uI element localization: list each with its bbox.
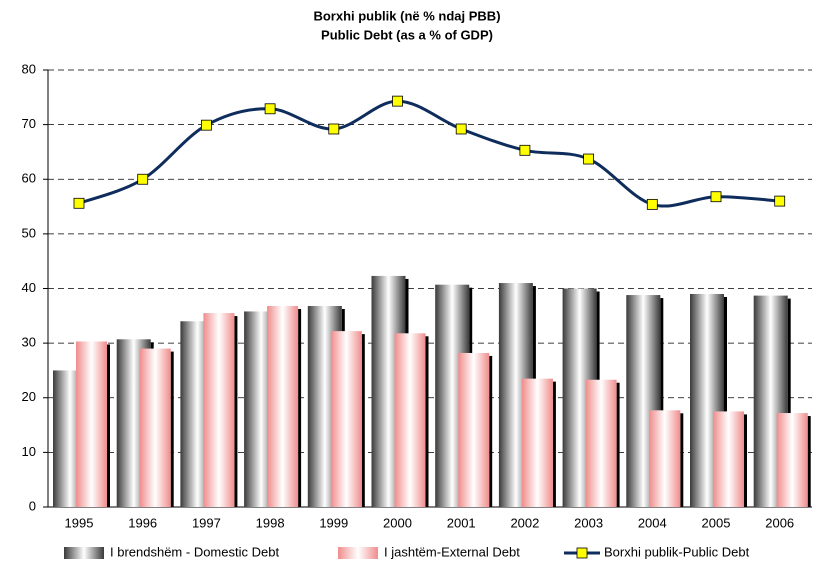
- marker: [774, 195, 786, 207]
- bar: [139, 348, 171, 507]
- chart-subtitle: Public Debt (as a % of GDP): [321, 27, 493, 42]
- marker: [137, 173, 149, 185]
- bar-shadow: [807, 416, 811, 507]
- bar: [776, 413, 808, 507]
- x-tick-label: 1999: [319, 515, 348, 530]
- legend-marker: [576, 547, 588, 559]
- bar: [267, 305, 299, 507]
- marker: [328, 123, 340, 135]
- bar-shadow: [616, 382, 620, 507]
- bar-shadow: [425, 336, 429, 507]
- bar: [458, 352, 490, 507]
- marker: [455, 123, 467, 135]
- x-tick-label: 2002: [510, 515, 539, 530]
- bar-shadow: [298, 308, 302, 507]
- marker: [392, 95, 403, 107]
- chart-title: Borxhi publik (në % ndaj PBB): [313, 8, 500, 23]
- legend-label: I brendshëm - Domestic Debt: [110, 544, 279, 559]
- y-tick-label: 60: [22, 171, 36, 186]
- legend-swatch: [64, 547, 104, 559]
- bar-shadow: [744, 414, 747, 507]
- x-tick-label: 2006: [765, 515, 794, 530]
- bar: [394, 333, 426, 507]
- bar-shadow: [724, 296, 727, 507]
- y-tick-label: 50: [22, 225, 36, 240]
- y-tick-label: 70: [22, 116, 36, 131]
- bar: [203, 313, 235, 507]
- x-tick-label: 2004: [638, 515, 667, 530]
- x-tick-label: 1998: [256, 515, 285, 530]
- marker: [519, 144, 531, 156]
- y-tick-label: 80: [22, 61, 36, 76]
- marker: [73, 197, 85, 209]
- marker: [200, 119, 212, 131]
- bar: [76, 341, 107, 507]
- legend-label: I jashtëm-External Debt: [384, 544, 520, 559]
- x-tick-label: 2001: [447, 515, 476, 530]
- bar-shadow: [234, 316, 238, 507]
- bar-shadow: [787, 298, 791, 507]
- legend-label: Borxhi publik-Public Debt: [604, 544, 750, 559]
- bar-shadow: [170, 351, 174, 507]
- x-tick-label: 2005: [702, 515, 731, 530]
- bar-shadow: [361, 334, 365, 507]
- bar: [649, 410, 681, 507]
- marker: [710, 191, 722, 203]
- bar: [521, 378, 553, 507]
- x-tick-label: 2003: [574, 515, 603, 530]
- bar-shadow: [660, 298, 664, 507]
- x-tick-label: 1997: [192, 515, 221, 530]
- x-tick-label: 2000: [383, 515, 412, 530]
- bar: [713, 411, 744, 507]
- legend-swatch: [338, 547, 378, 559]
- marker: [646, 198, 658, 210]
- y-tick-label: 0: [29, 498, 36, 513]
- y-tick-label: 20: [22, 389, 36, 404]
- bar-shadow: [552, 381, 556, 507]
- marker: [264, 103, 276, 115]
- y-tick-label: 30: [22, 335, 36, 350]
- bar-shadow: [680, 413, 684, 507]
- bar: [585, 379, 617, 507]
- bar-shadow: [107, 344, 110, 507]
- line: [78, 99, 780, 208]
- marker: [583, 153, 594, 165]
- y-tick-label: 10: [22, 444, 36, 459]
- x-tick-label: 1996: [128, 515, 157, 530]
- bar: [330, 331, 362, 507]
- bar-shadow: [489, 355, 493, 507]
- x-tick-label: 1995: [65, 515, 94, 530]
- y-tick-label: 40: [22, 280, 36, 295]
